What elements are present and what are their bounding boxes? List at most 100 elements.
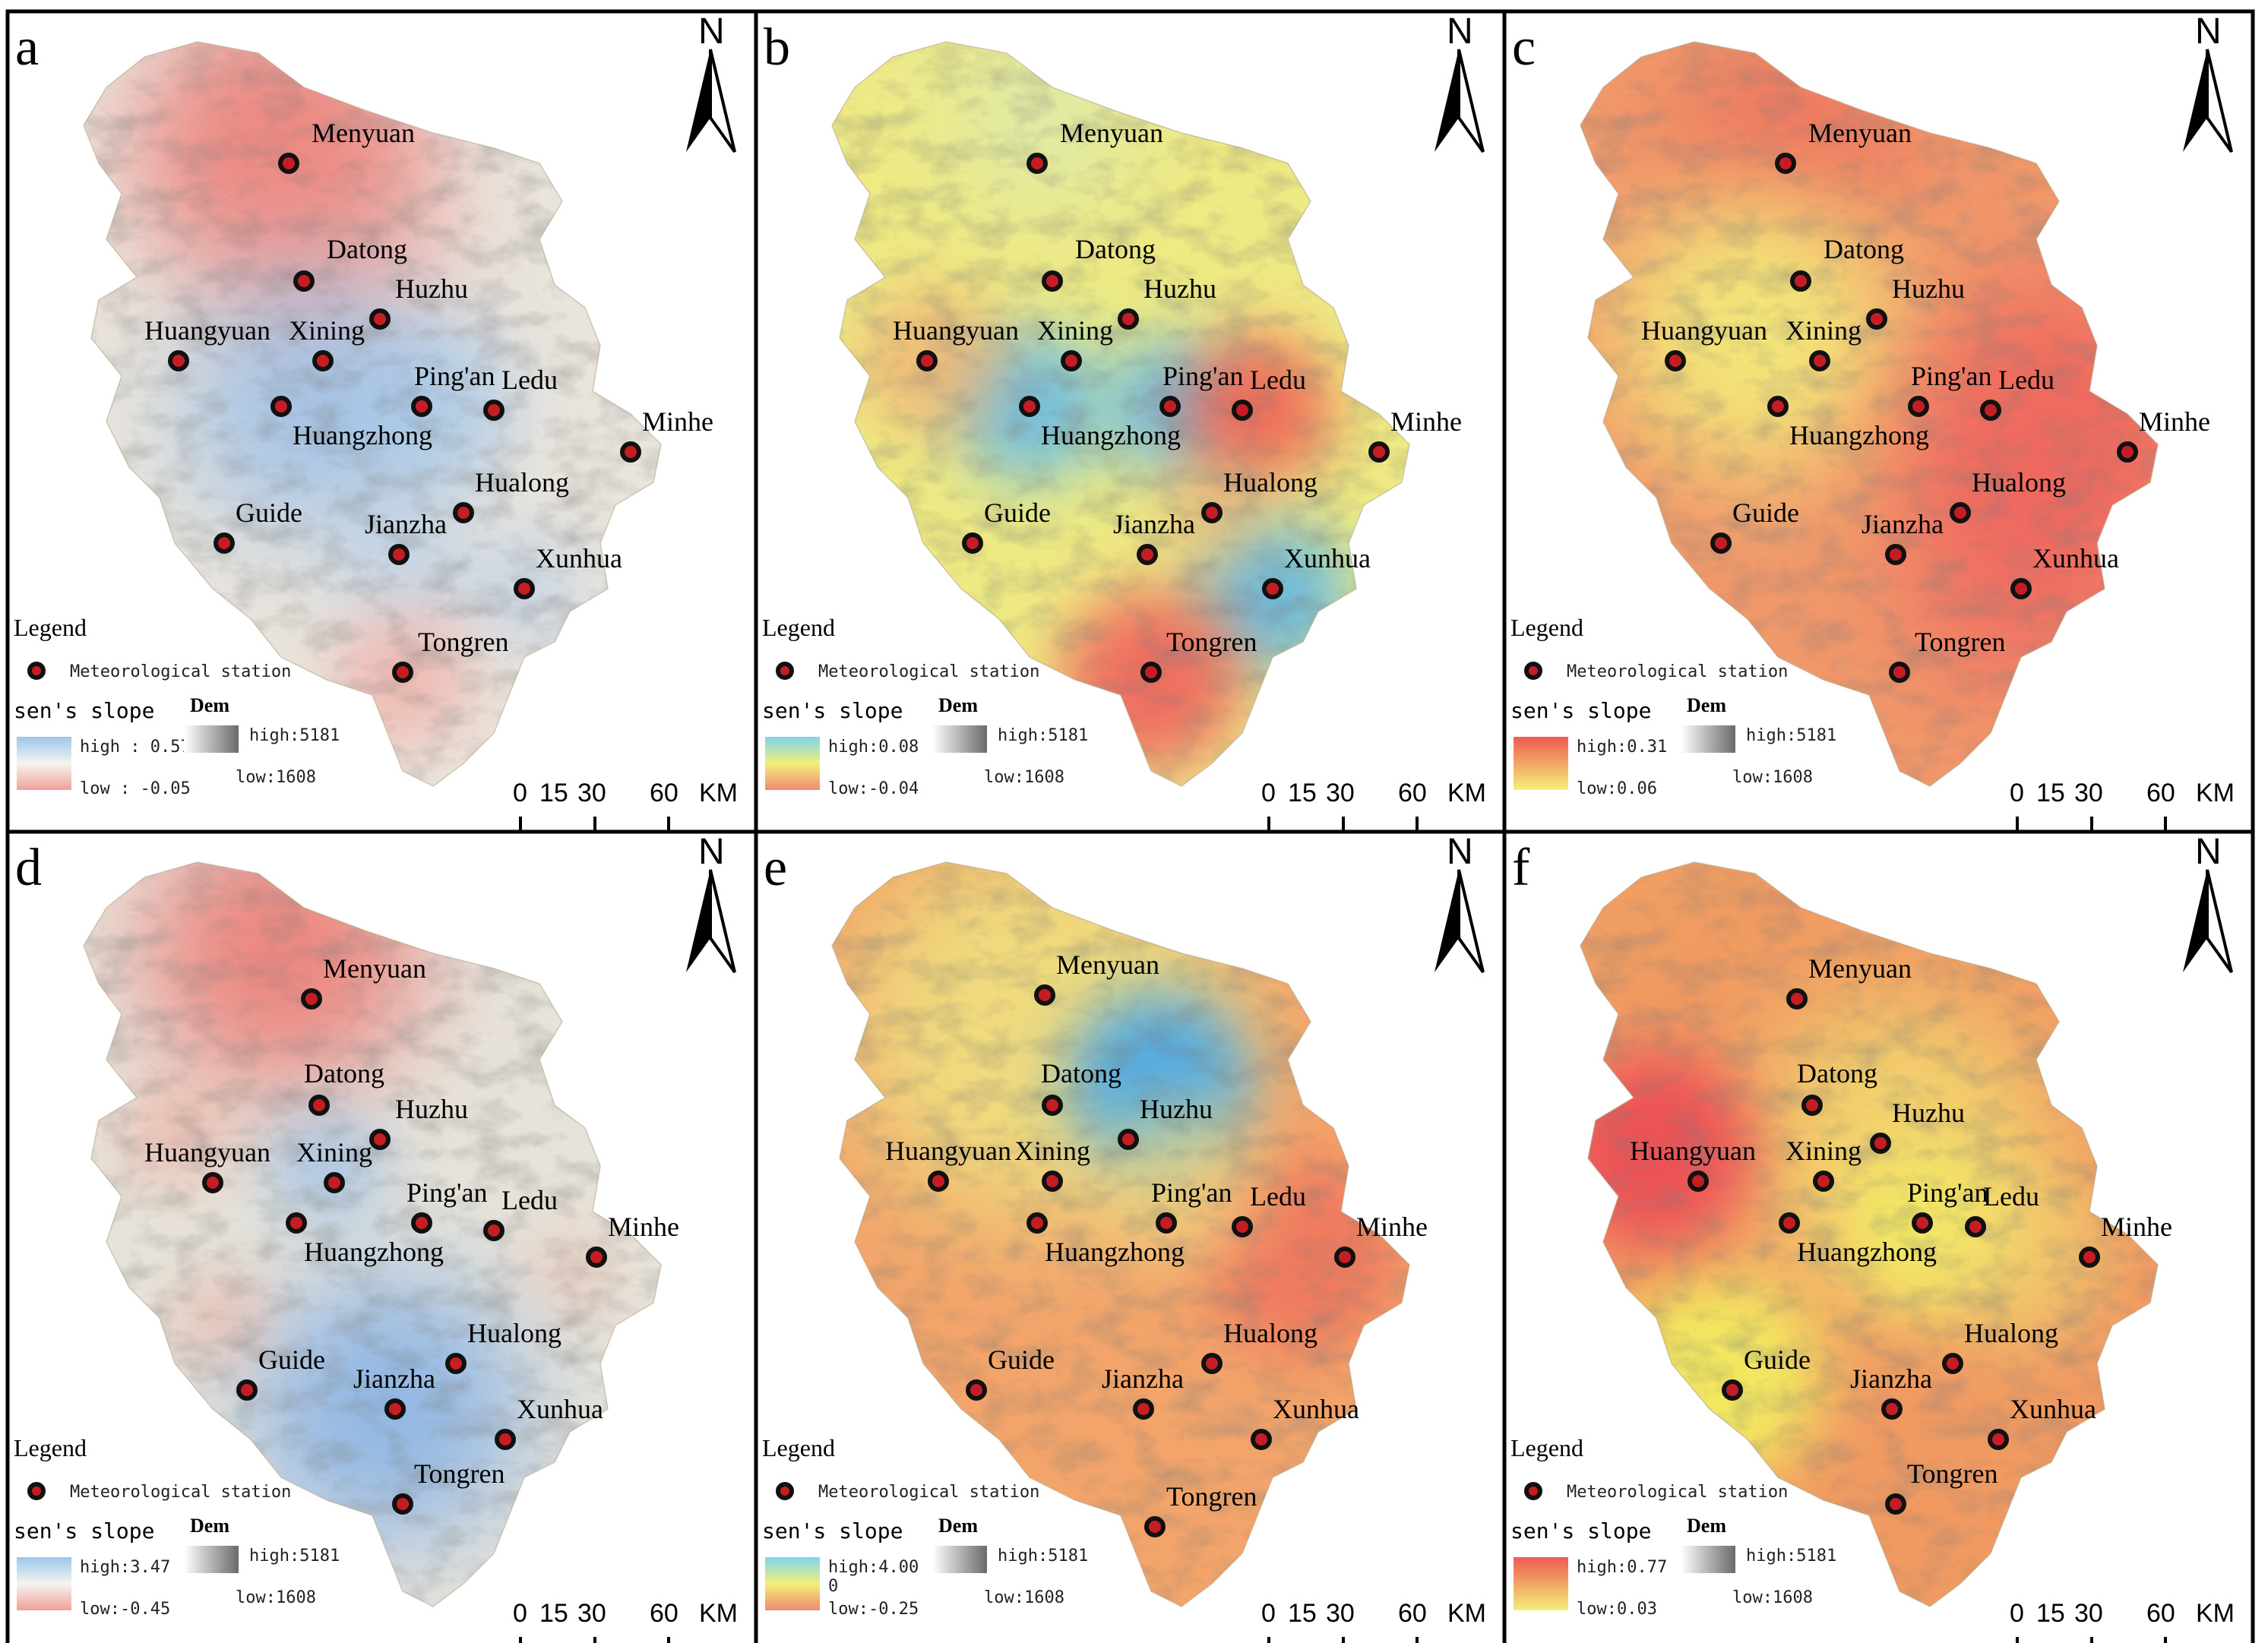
station-marker: Huzhu bbox=[1118, 1094, 1213, 1150]
station-marker: Datong bbox=[1041, 1058, 1121, 1116]
station-label: Hualong bbox=[1223, 1318, 1317, 1348]
dem-low-label: low:1608 bbox=[1732, 768, 1813, 787]
station-dot-icon bbox=[1866, 308, 1887, 330]
station-marker: Huangzhong bbox=[1779, 1212, 1937, 1267]
station-marker: Hualong bbox=[445, 1318, 561, 1374]
station-marker: Huangyuan bbox=[1630, 1136, 1756, 1192]
station-marker: Hualong bbox=[1201, 1318, 1317, 1374]
dem-high-label: high:5181 bbox=[249, 726, 340, 745]
station-dot-icon bbox=[286, 1212, 307, 1234]
station-marker: Huangzhong bbox=[270, 396, 432, 450]
station-dot-icon bbox=[483, 400, 505, 421]
scale-tick-60: 60 bbox=[2146, 779, 2175, 807]
station-marker: Huzhu bbox=[369, 1094, 468, 1150]
station-dot-icon bbox=[1870, 1133, 1891, 1154]
slope-high-label: high:4.00 bbox=[828, 1558, 919, 1577]
station-label: Huzhu bbox=[395, 273, 468, 304]
dem-legend-title: Dem bbox=[190, 1515, 229, 1537]
legend-title: Legend bbox=[1510, 614, 1583, 641]
north-arrow-icon: N bbox=[2183, 11, 2233, 153]
station-label: Xining bbox=[1786, 315, 1862, 346]
station-dot-icon bbox=[1790, 270, 1811, 292]
station-dot-icon bbox=[586, 1246, 607, 1268]
station-marker: Huangyuan bbox=[885, 1136, 1011, 1192]
slope-low-label: low:0.06 bbox=[1577, 779, 1657, 798]
scale-tick-0: 0 bbox=[513, 1599, 527, 1628]
station-label: Datong bbox=[1041, 1058, 1121, 1088]
slope-legend-title: sen's slope bbox=[762, 1518, 903, 1543]
station-dot-icon bbox=[1988, 1429, 2009, 1450]
station-marker: Jianzha bbox=[353, 1363, 435, 1420]
station-marker: Tongren bbox=[392, 1458, 505, 1515]
scale-tick-60: 60 bbox=[1398, 779, 1427, 807]
station-dot-icon bbox=[966, 1379, 987, 1401]
station-dot-icon bbox=[1801, 1095, 1823, 1116]
station-label: Hualong bbox=[1972, 467, 2066, 498]
station-marker: Tongren bbox=[1885, 1458, 1998, 1515]
station-marker: Huzhu bbox=[1118, 273, 1216, 330]
station-marker: Guide bbox=[962, 498, 1051, 554]
station-dot-icon bbox=[388, 544, 410, 565]
scale-unit: KM bbox=[699, 1599, 738, 1628]
legend-title: Legend bbox=[762, 614, 835, 641]
station-label: Tongren bbox=[418, 627, 508, 657]
legend: Legend Meteorological station sen's slope h… bbox=[1510, 614, 1836, 798]
station-label: Tongren bbox=[1166, 1481, 1257, 1512]
station-label: Datong bbox=[1797, 1058, 1877, 1088]
station-marker: Xunhua bbox=[1251, 1394, 1359, 1450]
station-dot-icon bbox=[1140, 662, 1162, 683]
station-dot-icon bbox=[1026, 1212, 1048, 1234]
north-arrow-icon: N bbox=[1435, 11, 1485, 153]
station-dot-icon bbox=[1133, 1398, 1154, 1420]
dem-legend-title: Dem bbox=[1687, 1515, 1726, 1537]
legend: Legend Meteorological station sen's slope h… bbox=[1510, 1434, 1836, 1619]
station-label: Minhe bbox=[1356, 1212, 1428, 1242]
station-label: Huangzhong bbox=[293, 420, 432, 450]
station-marker: Xining bbox=[1786, 315, 1862, 371]
legend-station-icon bbox=[1524, 662, 1542, 680]
station-label: Tongren bbox=[1166, 627, 1257, 657]
legend-title: Legend bbox=[14, 614, 87, 641]
station-marker: Huangyuan bbox=[144, 315, 270, 371]
legend-station-icon bbox=[27, 1482, 46, 1500]
station-label: Xunhua bbox=[2010, 1394, 2096, 1424]
station-marker: Menyuan bbox=[1786, 953, 1912, 1009]
scale-tick-15: 15 bbox=[2036, 1599, 2065, 1628]
station-label: Huzhu bbox=[1892, 1098, 1965, 1128]
station-marker: Jianzha bbox=[1102, 1363, 1184, 1420]
scale-tick-30: 30 bbox=[2074, 779, 2103, 807]
station-dot-icon bbox=[1908, 396, 1929, 417]
scale-tick-15: 15 bbox=[2036, 779, 2065, 807]
slope-legend-title: sen's slope bbox=[14, 698, 154, 723]
station-dot-icon bbox=[1232, 400, 1253, 421]
north-arrow-icon: N bbox=[686, 11, 736, 153]
station-label: Minhe bbox=[1390, 406, 1462, 437]
station-dot-icon bbox=[1262, 578, 1283, 599]
scale-tick-30: 30 bbox=[1326, 1599, 1355, 1628]
station-label: Hualong bbox=[1964, 1318, 2058, 1348]
station-marker: Huangzhong bbox=[286, 1212, 444, 1267]
station-marker: Menyuan bbox=[1034, 949, 1159, 1006]
station-marker: Ping'an bbox=[1907, 1177, 1988, 1234]
slope-high-label: high:3.47 bbox=[80, 1558, 170, 1577]
station-dot-icon bbox=[411, 396, 432, 417]
station-dot-icon bbox=[916, 350, 938, 371]
station-label: Ping'an bbox=[1907, 1177, 1988, 1208]
station-marker: Jianzha bbox=[1862, 509, 1944, 565]
station-label: Tongren bbox=[414, 1458, 505, 1489]
legend-station-icon bbox=[776, 662, 794, 680]
station-marker: Guide bbox=[214, 498, 302, 554]
scale-unit: KM bbox=[699, 779, 738, 807]
station-label: Datong bbox=[1824, 234, 1904, 264]
map-panel-c: c N Menyuan Datong Huzhu Huangyuan Xining Ping'… bbox=[1502, 9, 2255, 835]
station-label: Xunhua bbox=[517, 1394, 603, 1424]
station-marker: Datong bbox=[293, 234, 407, 292]
north-arrow-icon: N bbox=[686, 832, 736, 974]
station-label: Huzhu bbox=[1892, 273, 1965, 304]
scale-unit: KM bbox=[2196, 779, 2235, 807]
station-marker: Minhe bbox=[2079, 1212, 2172, 1268]
station-marker: Datong bbox=[1797, 1058, 1877, 1116]
station-dot-icon bbox=[1368, 441, 1390, 463]
station-dot-icon bbox=[1881, 1398, 1903, 1420]
